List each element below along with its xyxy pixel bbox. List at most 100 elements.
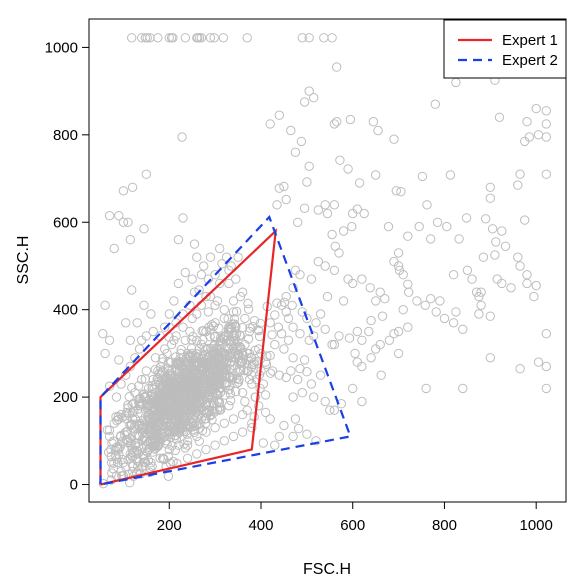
data-point (299, 355, 310, 365)
data-point (214, 397, 225, 407)
data-point (194, 344, 205, 354)
data-point (141, 331, 152, 341)
data-point (533, 357, 544, 367)
data-point (104, 211, 115, 221)
data-point (164, 389, 174, 400)
data-point (122, 407, 132, 418)
data-point (272, 298, 282, 308)
legend-box (443, 19, 567, 79)
data-point (371, 344, 381, 354)
data-point (244, 326, 255, 337)
data-point (315, 309, 326, 319)
data-point (481, 214, 491, 224)
data-point (417, 171, 428, 182)
data-point (304, 86, 314, 96)
data-point (230, 352, 241, 363)
data-point (112, 444, 123, 454)
data-point (420, 300, 430, 310)
data-point (229, 314, 240, 324)
points-layer (98, 33, 551, 489)
data-point (125, 361, 136, 372)
data-point (154, 412, 164, 422)
data-point (239, 365, 249, 376)
data-point (357, 274, 367, 284)
data-point (290, 265, 301, 275)
data-point (130, 414, 141, 424)
data-point (235, 357, 246, 368)
data-point (247, 423, 257, 433)
data-point (522, 270, 532, 280)
data-point (276, 329, 287, 339)
data-point (171, 430, 181, 441)
data-point (172, 407, 182, 417)
data-point (179, 380, 189, 390)
data-point (111, 412, 121, 422)
data-point (134, 381, 144, 391)
data-point (302, 429, 312, 439)
data-point (421, 383, 431, 394)
data-point (227, 319, 237, 329)
x-axis: 200 400 600 800 1000 (157, 501, 553, 534)
data-point (199, 261, 209, 271)
data-point (265, 368, 276, 378)
data-point (336, 399, 346, 409)
data-point (205, 378, 215, 388)
data-point (133, 430, 144, 441)
data-point (106, 475, 116, 485)
data-point (329, 119, 340, 129)
data-point (192, 375, 203, 385)
data-point (272, 200, 282, 210)
data-point (174, 401, 185, 412)
data-point (177, 132, 187, 142)
data-point (138, 390, 148, 400)
data-point (192, 309, 202, 319)
data-point (302, 367, 312, 377)
data-point (296, 136, 307, 147)
data-point (205, 33, 216, 43)
data-point (474, 291, 484, 302)
data-point (144, 443, 155, 453)
data-point (132, 318, 142, 328)
data-point (118, 186, 129, 196)
data-point (490, 250, 500, 260)
data-point (131, 419, 142, 429)
data-point (476, 300, 486, 310)
data-point (150, 353, 161, 363)
data-point (141, 366, 152, 376)
data-point (515, 261, 525, 271)
data-point (146, 458, 156, 468)
data-point (338, 226, 349, 236)
data-point (458, 324, 468, 334)
data-point (467, 274, 477, 284)
data-point (265, 318, 275, 328)
data-point (164, 33, 175, 43)
data-point (219, 436, 230, 446)
data-point (293, 217, 303, 228)
data-point (173, 278, 184, 289)
data-point (237, 287, 248, 297)
data-point (163, 380, 173, 390)
data-point (201, 444, 211, 455)
data-point (287, 300, 297, 310)
data-point (220, 341, 231, 352)
data-point (320, 324, 330, 334)
data-point (167, 407, 177, 417)
data-point (240, 396, 250, 407)
data-point (352, 357, 362, 367)
data-point (179, 414, 190, 424)
data-point (471, 287, 482, 297)
data-point (348, 383, 358, 394)
data-point (224, 371, 235, 381)
data-point (207, 376, 217, 387)
y-tick-label: 1000 (45, 39, 78, 56)
data-point (182, 390, 193, 400)
data-point (188, 331, 198, 342)
data-point (364, 326, 374, 337)
data-point (404, 287, 414, 297)
polygons-layer (99, 214, 352, 486)
data-point (159, 409, 170, 419)
data-point (185, 420, 196, 430)
data-point (150, 444, 160, 454)
x-tick-label: 800 (432, 517, 457, 534)
data-point (515, 169, 525, 179)
